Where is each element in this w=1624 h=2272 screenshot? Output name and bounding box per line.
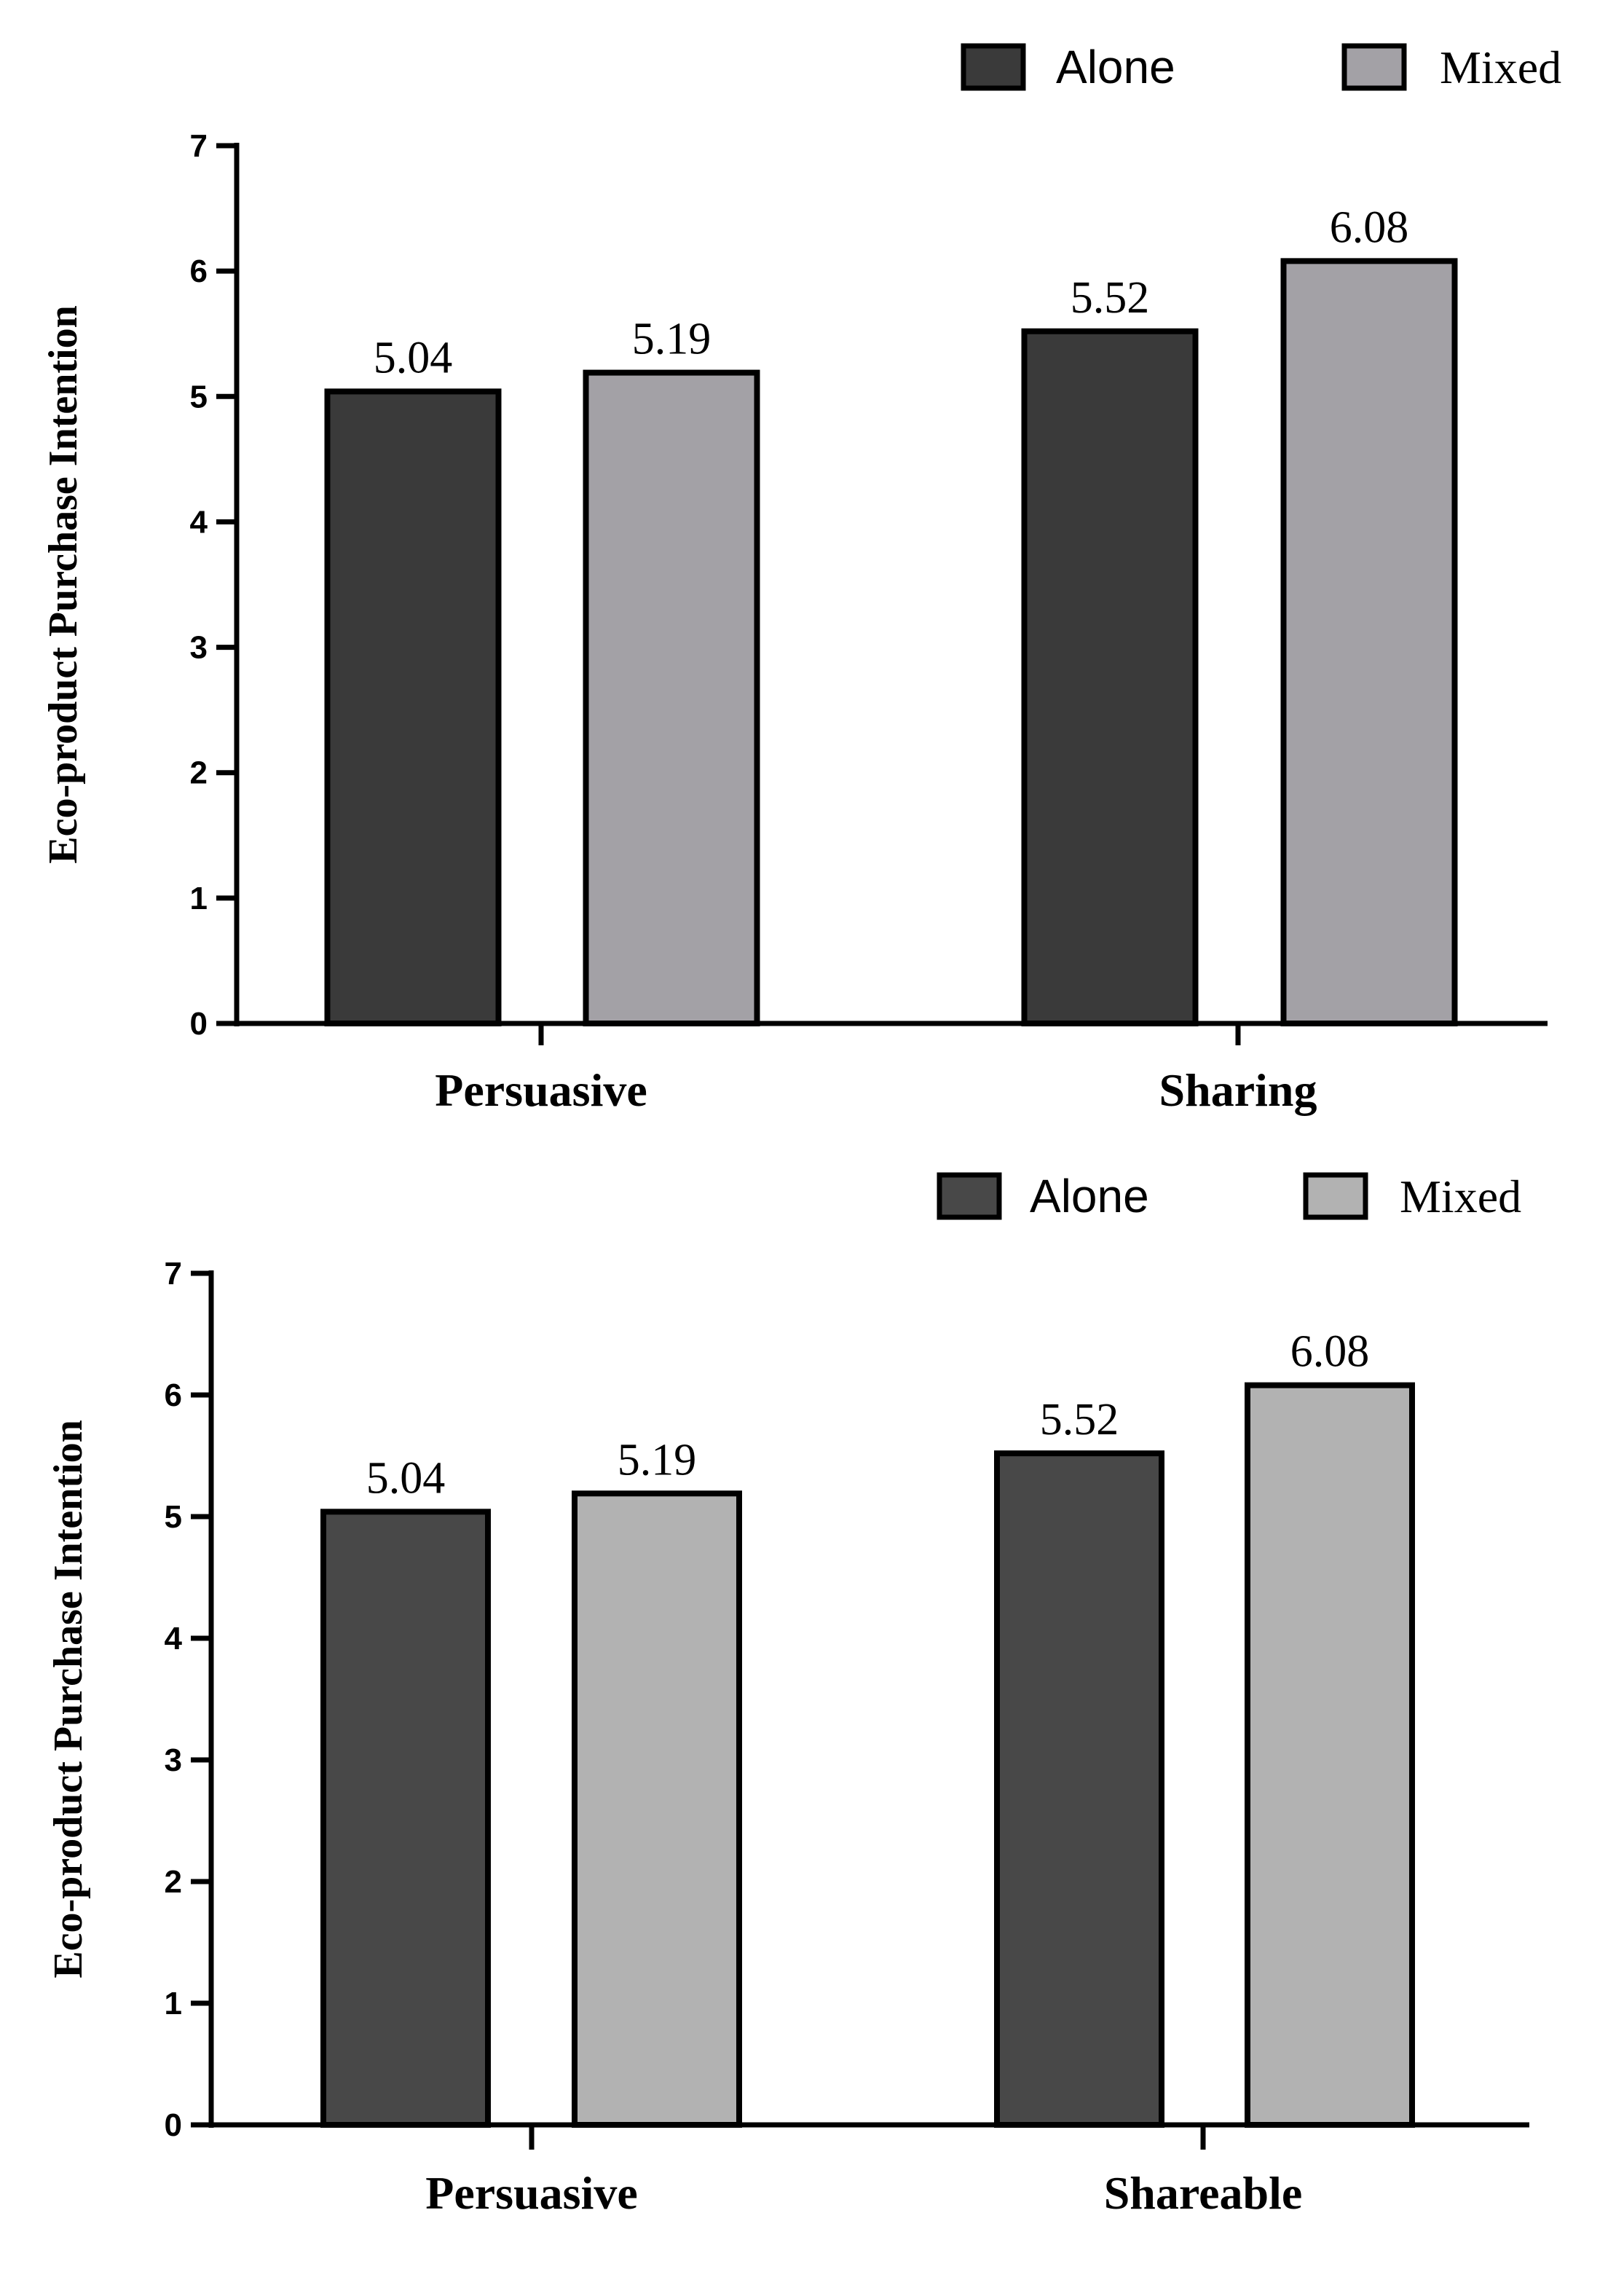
y-tick-label: 5 bbox=[190, 379, 208, 414]
value-label-alone-persuasive: 5.04 bbox=[366, 1453, 446, 1503]
legend-label-mixed: Mixed bbox=[1440, 42, 1561, 93]
legend-swatch-mixed bbox=[1344, 46, 1404, 88]
bar-mixed-persuasive bbox=[575, 1493, 739, 2125]
bar-alone-persuasive bbox=[323, 1512, 488, 2125]
y-tick-label: 7 bbox=[190, 128, 208, 164]
legend: Alone Mixed bbox=[939, 1170, 1521, 1222]
y-tick-label: 5 bbox=[165, 1499, 182, 1535]
category-label-sharing: Sharing bbox=[1159, 1064, 1317, 1116]
y-tick-label: 2 bbox=[190, 755, 208, 791]
y-tick-label: 6 bbox=[165, 1377, 182, 1413]
figure: 5.04 5.52 5.19 6.08 0 1 2 3 4 5 6 7 Persuasive Sharin… bbox=[0, 0, 1624, 2272]
bar-alone-sharing bbox=[1025, 331, 1196, 1023]
value-label-mixed-sharing: 6.08 bbox=[1330, 203, 1409, 252]
y-tick-label: 2 bbox=[165, 1864, 182, 1900]
legend: Alone Mixed bbox=[963, 41, 1561, 93]
category-label-persuasive: Persuasive bbox=[425, 2167, 638, 2219]
y-tick-label: 7 bbox=[165, 1256, 182, 1292]
bar-mixed-sharing bbox=[1284, 261, 1455, 1023]
legend-swatch-mixed bbox=[1306, 1175, 1365, 1217]
y-tick-label: 4 bbox=[165, 1621, 183, 1656]
category-label-persuasive: Persuasive bbox=[435, 1064, 647, 1116]
y-tick-label: 4 bbox=[190, 504, 208, 540]
y-axis-title: Eco-product Purchase Intention bbox=[46, 1420, 91, 1978]
value-label-alone-persuasive: 5.04 bbox=[374, 333, 453, 382]
y-tick-label: 3 bbox=[190, 630, 208, 666]
bar-mixed-persuasive bbox=[586, 373, 757, 1023]
value-label-mixed-persuasive: 5.19 bbox=[632, 315, 712, 364]
y-tick-label: 1 bbox=[190, 881, 208, 916]
y-tick-label: 3 bbox=[165, 1742, 182, 1778]
chart-2: 5.04 5.52 5.19 6.08 0 1 2 3 4 5 6 7 Persuasive Sharea… bbox=[46, 1170, 1529, 2219]
y-tick-label: 1 bbox=[165, 1986, 182, 2021]
chart-1: 5.04 5.52 5.19 6.08 0 1 2 3 4 5 6 7 Persuasive Sharin… bbox=[41, 41, 1561, 1116]
legend-label-alone: Alone bbox=[1056, 41, 1175, 93]
category-label-shareable: Shareable bbox=[1104, 2167, 1303, 2219]
y-axis-title: Eco-product Purchase Intention bbox=[41, 305, 86, 863]
legend-label-mixed: Mixed bbox=[1400, 1171, 1521, 1222]
y-tick-label: 6 bbox=[190, 253, 208, 289]
y-tick-label: 0 bbox=[165, 2107, 182, 2143]
value-label-mixed-shareable: 6.08 bbox=[1290, 1327, 1370, 1377]
legend-swatch-alone bbox=[963, 46, 1023, 88]
y-tick-label: 0 bbox=[190, 1006, 208, 1042]
value-label-alone-sharing: 5.52 bbox=[1071, 273, 1150, 323]
value-label-mixed-persuasive: 5.19 bbox=[618, 1435, 697, 1485]
bar-alone-shareable bbox=[997, 1453, 1162, 2125]
legend-swatch-alone bbox=[939, 1175, 999, 1217]
bar-alone-persuasive bbox=[328, 391, 499, 1023]
bar-mixed-shareable bbox=[1247, 1385, 1412, 2125]
legend-label-alone: Alone bbox=[1030, 1170, 1149, 1222]
value-label-alone-shareable: 5.52 bbox=[1040, 1395, 1119, 1444]
